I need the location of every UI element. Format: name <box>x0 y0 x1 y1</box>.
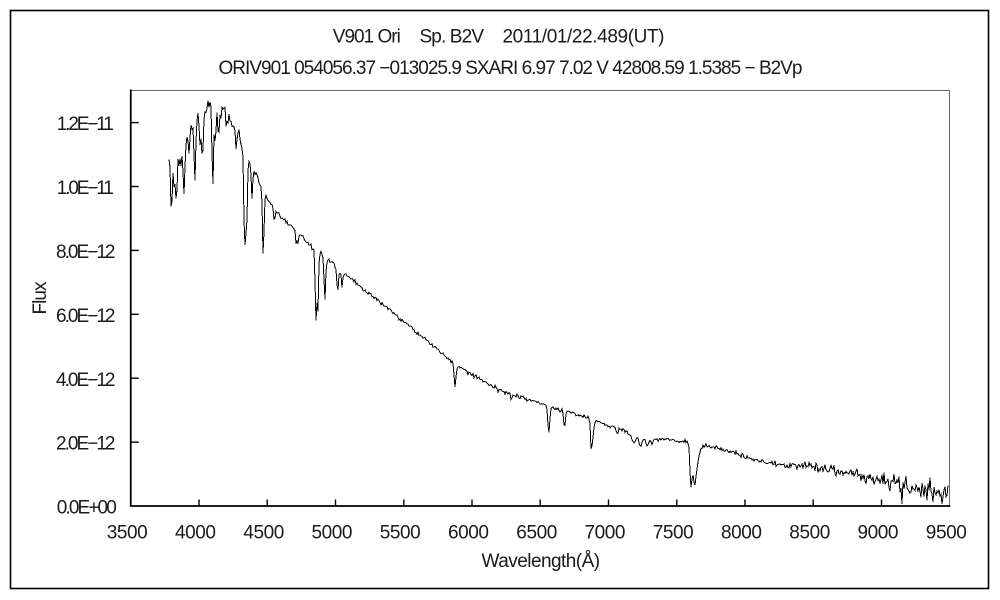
svg-text:Sp. B2V: Sp. B2V <box>420 26 485 47</box>
svg-text:4000: 4000 <box>175 522 216 543</box>
svg-text:V901 Ori: V901 Ori <box>333 26 401 47</box>
svg-text:2.0E−12: 2.0E−12 <box>56 434 116 455</box>
svg-text:2011/01/22.489(UT): 2011/01/22.489(UT) <box>503 26 665 47</box>
svg-text:4.0E−12: 4.0E−12 <box>56 370 116 391</box>
svg-text:1.0E−11: 1.0E−11 <box>57 178 114 199</box>
svg-text:Wavelength(Å): Wavelength(Å) <box>482 551 601 572</box>
svg-text:8000: 8000 <box>721 522 762 543</box>
svg-text:3500: 3500 <box>107 522 148 543</box>
svg-text:7500: 7500 <box>653 522 694 543</box>
svg-text:6500: 6500 <box>516 522 557 543</box>
svg-text:ORIV901 054056.37 −013025.9 SX: ORIV901 054056.37 −013025.9 SXARI 6.97 7… <box>219 58 803 79</box>
svg-text:5500: 5500 <box>380 522 421 543</box>
svg-text:9500: 9500 <box>926 522 967 543</box>
svg-text:1.2E−11: 1.2E−11 <box>57 114 114 135</box>
svg-text:8500: 8500 <box>789 522 830 543</box>
svg-text:9000: 9000 <box>858 522 899 543</box>
svg-text:8.0E−12: 8.0E−12 <box>56 242 116 263</box>
svg-text:0.0E+00: 0.0E+00 <box>57 498 117 519</box>
svg-text:6000: 6000 <box>448 522 489 543</box>
svg-text:Flux: Flux <box>30 281 51 315</box>
svg-text:7000: 7000 <box>585 522 626 543</box>
svg-text:4500: 4500 <box>243 522 284 543</box>
svg-text:5000: 5000 <box>312 522 353 543</box>
svg-text:6.0E−12: 6.0E−12 <box>56 306 116 327</box>
